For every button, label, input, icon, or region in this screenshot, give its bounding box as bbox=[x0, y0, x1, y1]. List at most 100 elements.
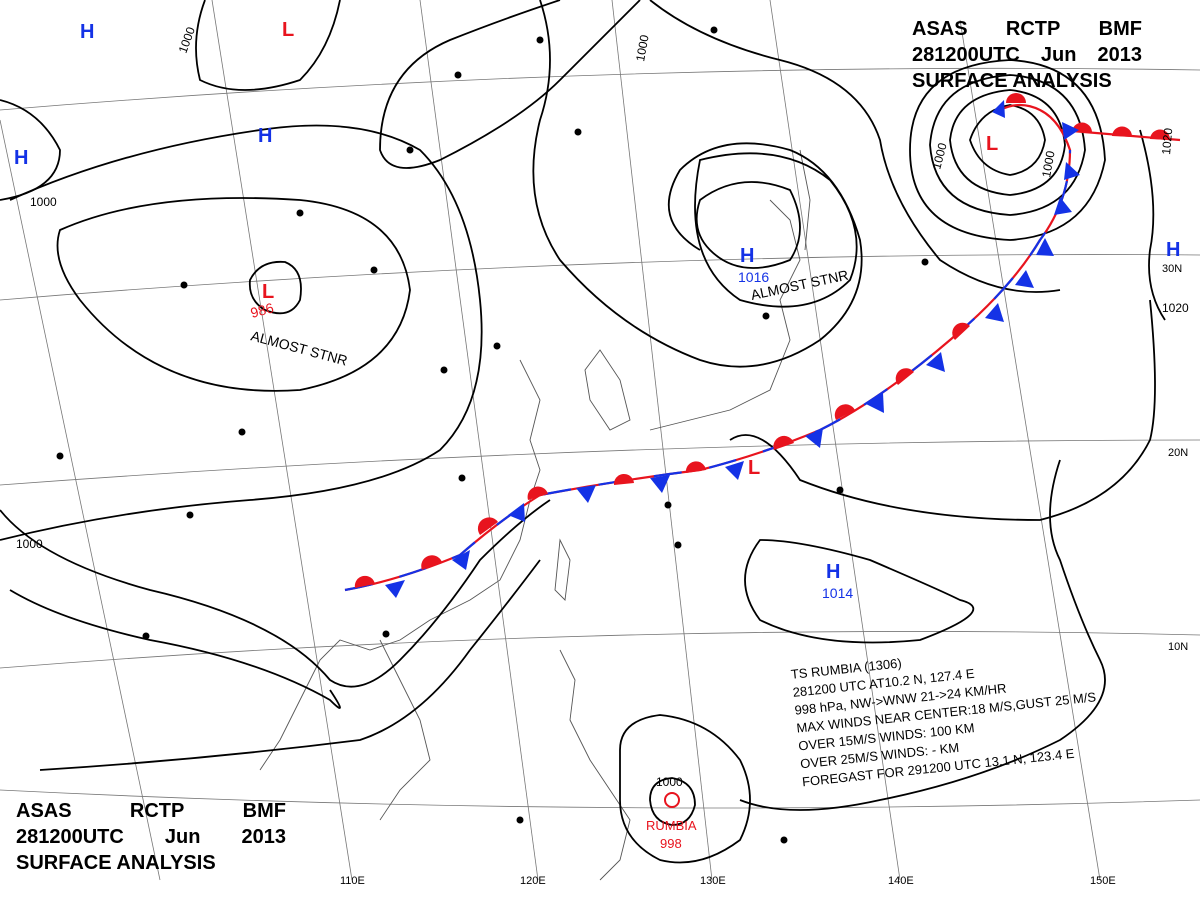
cold-triangle bbox=[1036, 238, 1054, 256]
isobars bbox=[0, 0, 1166, 864]
cold-triangle bbox=[725, 461, 744, 480]
low-value-986: 986 bbox=[249, 299, 276, 321]
sakhalin-coast bbox=[799, 149, 811, 251]
header-line-2: 281200UTC Jun 2013 bbox=[16, 824, 286, 850]
high-center: H bbox=[826, 561, 840, 583]
warm-semicircle bbox=[477, 517, 498, 535]
isobar-1016-inner bbox=[695, 181, 801, 269]
header-line-3: SURFACE ANALYSIS bbox=[16, 850, 286, 876]
cold-triangle bbox=[508, 503, 525, 522]
station-marker bbox=[762, 312, 770, 320]
isobar-sw-loop bbox=[9, 589, 341, 709]
warm-semicircle bbox=[1006, 93, 1026, 103]
warm-semicircle bbox=[354, 575, 375, 588]
lon-label-130e: 130E bbox=[700, 875, 726, 887]
parallel-40n bbox=[0, 67, 1200, 111]
warm-semicircle bbox=[421, 555, 442, 570]
high-center: H bbox=[258, 125, 272, 147]
pressure-values: 986 1016 1014 bbox=[249, 269, 854, 601]
warm-semicircle bbox=[1112, 126, 1133, 137]
isobar-se-loop bbox=[744, 539, 975, 644]
cold-triangle bbox=[385, 580, 405, 598]
station-marker bbox=[536, 36, 544, 44]
lon-label-150e: 150E bbox=[1090, 875, 1116, 887]
isobar-label: 1020 bbox=[1162, 301, 1189, 315]
high-center: H bbox=[14, 147, 28, 169]
header-asas: ASAS bbox=[16, 800, 72, 822]
meridian-110e bbox=[211, 0, 353, 881]
typhoon-rumbia: 1000 RUMBIA 998 bbox=[646, 775, 697, 851]
header-time: 281200UTC bbox=[16, 826, 124, 848]
station-plots bbox=[56, 26, 929, 844]
header-rctp: RCTP bbox=[1005, 18, 1061, 40]
meridian-120e bbox=[419, 0, 539, 881]
parallel-0 bbox=[0, 789, 1200, 809]
isobar-south bbox=[39, 559, 541, 771]
warm-semicircle bbox=[527, 486, 548, 500]
low-center: L bbox=[986, 133, 998, 155]
isobar-typhoon-inner bbox=[649, 777, 696, 826]
latitude-labels: 30N 20N 10N bbox=[1162, 263, 1188, 653]
warm-semicircle bbox=[1150, 129, 1171, 140]
warm-semicircle bbox=[834, 404, 855, 420]
isobar-label: 1000 bbox=[30, 195, 57, 209]
high-center: H bbox=[740, 245, 754, 267]
station-marker bbox=[664, 501, 672, 509]
cold-triangle bbox=[805, 428, 823, 448]
station-marker bbox=[440, 366, 448, 374]
header-asas: ASAS bbox=[912, 18, 968, 40]
low-center: L bbox=[282, 19, 294, 41]
chart-header-top: ASAS RCTP BMF 281200UTC Jun 2013 SURFACE… bbox=[912, 16, 1142, 94]
storm-pressure: 998 bbox=[660, 836, 682, 851]
header-line-3: SURFACE ANALYSIS bbox=[912, 68, 1142, 94]
isobar-label: 1000 bbox=[929, 141, 950, 171]
cold-triangle bbox=[452, 550, 470, 570]
isobar-labels: 1000 1000 1000 1000 1000 1000 1020 1020 bbox=[16, 25, 1189, 551]
chart-header-bottom: ASAS RCTP BMF 281200UTC Jun 2013 SURFACE… bbox=[16, 798, 286, 876]
header-line-1: ASAS RCTP BMF bbox=[912, 16, 1142, 42]
isobar-high-loop bbox=[694, 152, 858, 308]
station-marker bbox=[458, 474, 466, 482]
china-coast bbox=[259, 359, 541, 771]
coastline bbox=[259, 149, 811, 881]
korea-coast bbox=[584, 349, 631, 431]
header-bmf: BMF bbox=[242, 800, 286, 822]
warm-front-symbols bbox=[354, 93, 1171, 588]
philippines-coast bbox=[559, 649, 631, 881]
cold-triangle bbox=[992, 100, 1005, 118]
header-title: SURFACE ANALYSIS bbox=[912, 70, 1112, 92]
isobar-west-loop bbox=[56, 197, 411, 392]
header-time: 281200UTC bbox=[912, 44, 1020, 66]
isobar-label: 1000 bbox=[633, 33, 651, 62]
warm-semicircle bbox=[895, 368, 914, 385]
cold-triangle bbox=[576, 485, 596, 503]
isobar-ne bbox=[649, 0, 1061, 293]
warm-semicircle bbox=[685, 461, 706, 473]
japan-coast bbox=[649, 199, 801, 431]
pressure-centers: H H H H H H L L L L bbox=[14, 19, 1180, 583]
station-marker bbox=[921, 258, 929, 266]
header-month: Jun bbox=[1040, 44, 1077, 66]
isobar-1000-west bbox=[0, 124, 483, 541]
indochina-coast bbox=[379, 639, 431, 821]
station-marker bbox=[574, 128, 582, 136]
cold-triangle bbox=[985, 303, 1004, 322]
station-marker bbox=[238, 428, 246, 436]
storm-isobar-label: 1000 bbox=[656, 775, 683, 789]
cold-triangle bbox=[1062, 122, 1079, 140]
lon-label-110e: 110E bbox=[340, 875, 365, 887]
cold-triangle bbox=[1015, 270, 1034, 288]
high-value-1016: 1016 bbox=[738, 269, 769, 285]
front-line-cold bbox=[344, 149, 1072, 592]
header-line-2: 281200UTC Jun 2013 bbox=[912, 42, 1142, 68]
cold-triangle bbox=[926, 352, 945, 372]
station-marker bbox=[780, 836, 788, 844]
meridian-100e bbox=[0, 119, 161, 881]
longitude-labels: 110E 120E 130E 140E 150E bbox=[340, 875, 1116, 887]
storm-name: RUMBIA bbox=[646, 818, 697, 833]
isobar-east-edge bbox=[1139, 129, 1166, 321]
lon-label-120e: 120E bbox=[520, 875, 546, 887]
lat-label-20n: 20N bbox=[1168, 447, 1188, 459]
cold-triangle bbox=[1064, 162, 1080, 180]
station-marker bbox=[493, 342, 501, 350]
